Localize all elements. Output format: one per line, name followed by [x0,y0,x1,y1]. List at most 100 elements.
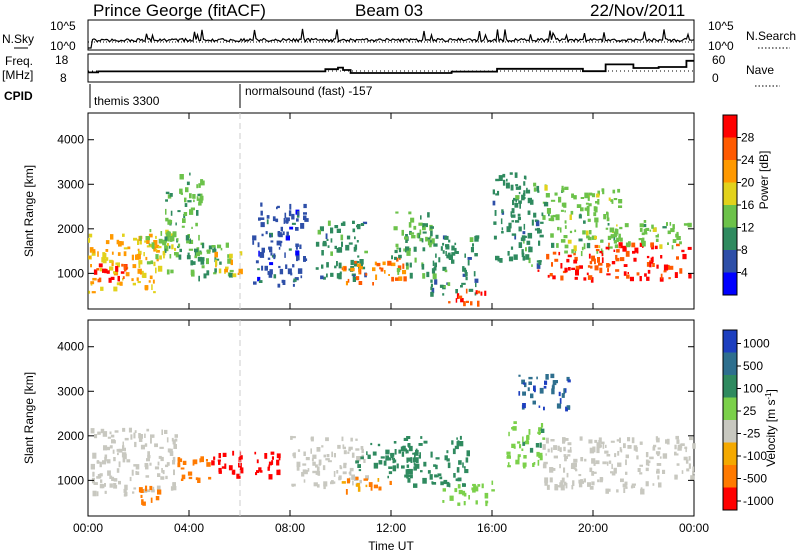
data-cell [343,464,347,469]
data-cell [148,243,151,246]
data-cell [644,273,647,277]
data-cell [550,439,555,442]
data-cell [590,265,593,269]
data-cell [583,220,586,224]
data-cell [535,220,540,227]
colorbar-tick-label: 25 [743,404,757,418]
y-tick-label: 3000 [57,384,84,398]
data-cell [589,447,594,454]
data-cell [230,259,233,266]
data-cell [372,282,374,286]
data-cell [368,482,373,487]
data-cell [296,254,300,261]
data-cell [609,246,613,249]
data-cell [662,469,666,474]
data-cell [410,474,413,479]
data-cell [363,458,366,463]
data-cell [258,280,263,283]
data-cell [468,495,470,500]
colorbar-swatch [723,442,737,466]
data-cell [565,406,568,412]
data-cell [198,198,203,204]
data-cell [462,483,466,487]
data-cell [348,446,353,450]
data-cell [599,250,603,254]
data-cell [201,242,205,249]
data-cell [219,261,222,265]
data-cell [237,474,239,479]
data-cell [518,391,521,396]
data-cell [273,253,276,260]
data-cell [606,461,609,466]
data-cell [144,433,146,438]
data-cell [170,486,174,491]
data-cell [256,470,260,473]
data-cell [564,458,567,462]
data-cell [334,245,337,249]
data-cell [679,268,683,274]
data-cell [218,467,222,473]
data-cell [302,463,307,466]
data-cell [343,462,347,465]
data-cell [600,441,605,444]
data-cell [456,467,460,473]
data-cell [535,443,540,448]
data-cell [586,272,589,276]
data-cell [310,437,314,440]
data-cell [341,481,346,484]
data-cell [292,264,295,268]
data-cell [404,474,407,478]
data-cell [109,431,112,435]
data-cell [613,234,616,241]
data-cell [574,276,578,280]
data-cell [406,263,409,270]
data-cell [608,460,612,464]
data-cell [287,268,292,275]
data-cell [459,441,464,447]
data-cell [373,462,379,469]
data-cell [540,423,544,428]
data-cell [289,226,294,230]
data-cell [118,241,122,247]
data-cell [398,449,401,454]
data-cell [638,238,643,241]
data-cell [447,462,451,469]
data-cell [659,277,664,282]
data-cell [196,184,199,189]
data-cell [639,223,644,228]
data-cell [674,474,678,480]
data-cell [564,456,568,459]
data-cell [330,227,334,234]
data-cell [575,265,580,270]
data-cell [336,261,338,267]
x-axis-label: Time UT [368,539,414,553]
data-cell [560,227,562,233]
x-tick-label: 16:00 [477,521,507,535]
data-cell [517,456,520,461]
data-cell [593,463,596,466]
data-cell [499,258,503,263]
data-cell [457,477,462,482]
data-cell [92,249,96,254]
data-cell [323,484,326,490]
data-cell [596,447,600,454]
data-cell [573,245,577,252]
data-cell [134,441,137,448]
data-cell [103,445,108,451]
colorbar-swatch [723,397,737,421]
data-cell [184,197,187,203]
data-cell [514,172,518,178]
data-cell [261,265,264,271]
data-cell [500,218,503,225]
data-cell [593,471,597,474]
data-cell [626,274,630,279]
data-cell [613,467,617,474]
data-cell [116,448,121,452]
colorbar-tick-label: -500 [743,472,767,486]
data-cell [566,472,569,478]
cpid-row: CPID themis 3300 normalsound (fast) -157 [4,84,373,108]
data-cell [357,464,361,468]
data-cell [391,255,393,260]
data-cell [122,276,125,279]
data-cell [187,200,192,203]
